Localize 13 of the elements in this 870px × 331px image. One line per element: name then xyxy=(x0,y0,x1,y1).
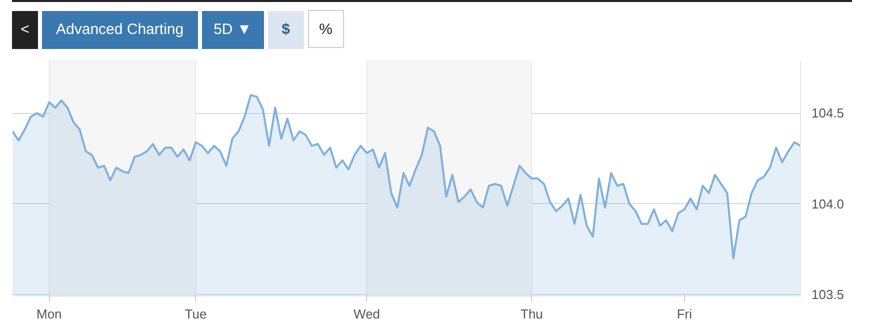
y-tick-label: 103.5 xyxy=(812,287,844,302)
text: 5D ▼ xyxy=(202,11,264,49)
x-tick-label: Thu xyxy=(520,306,543,322)
y-tick-label: 104.0 xyxy=(812,196,844,212)
y-tick-label: 104.5 xyxy=(812,106,844,121)
text: < xyxy=(12,11,38,49)
x-tick-label: Mon xyxy=(36,306,62,322)
text: $ xyxy=(268,11,304,49)
text: Advanced Charting xyxy=(42,11,198,49)
x-tick-label: Wed xyxy=(354,306,380,322)
x-tick-label: Fri xyxy=(676,306,692,322)
text: % xyxy=(308,10,344,48)
x-tick-label: Tue xyxy=(184,306,207,322)
